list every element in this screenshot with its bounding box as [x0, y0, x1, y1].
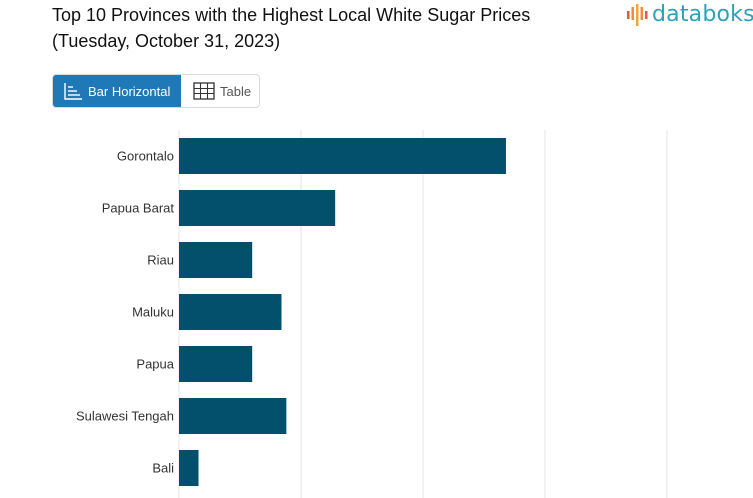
bar-horizontal-icon	[64, 83, 82, 100]
category-label-sulawesi-tengah: Sulawesi Tengah	[76, 409, 174, 424]
chart-subtitle: (Tuesday, October 31, 2023)	[52, 31, 281, 51]
bar-gorontalo[interactable]	[179, 138, 506, 174]
brand-logo[interactable]: databoks	[626, 2, 753, 27]
bar-sulawesi-tengah[interactable]	[179, 398, 287, 434]
bar-horizontal-label: Bar Horizontal	[88, 83, 171, 99]
category-label-layer: Gorontalo Papua Barat Riau Maluku Papua Sulaw…	[76, 149, 175, 476]
table-icon	[193, 82, 215, 100]
bar-maluku[interactable]	[179, 294, 282, 330]
bar-bali[interactable]	[179, 450, 199, 486]
bar-riau[interactable]	[179, 242, 253, 278]
databoks-logo-icon	[627, 3, 648, 26]
category-label-maluku: Maluku	[132, 305, 174, 320]
bar-horizontal-button[interactable]: Bar Horizontal	[53, 75, 181, 107]
bar-papua[interactable]	[179, 346, 253, 382]
table-label: Table	[220, 83, 252, 99]
category-label-riau: Riau	[147, 253, 174, 268]
chart-title-line1: Top 10 Provinces with the Highest Local …	[52, 5, 531, 25]
table-button[interactable]: Table	[181, 75, 259, 107]
bar-layer	[179, 138, 506, 486]
category-label-papua-barat: Papua Barat	[102, 201, 175, 216]
chart-title: Top 10 Provinces with the Highest Local …	[52, 2, 612, 54]
bar-papua-barat[interactable]	[179, 190, 336, 226]
category-label-gorontalo: Gorontalo	[117, 149, 174, 164]
view-toggle: Bar Horizontal Table	[52, 74, 260, 108]
category-label-papua: Papua	[136, 357, 174, 372]
brand-name: databoks	[652, 2, 753, 27]
category-label-bali: Bali	[152, 461, 174, 476]
